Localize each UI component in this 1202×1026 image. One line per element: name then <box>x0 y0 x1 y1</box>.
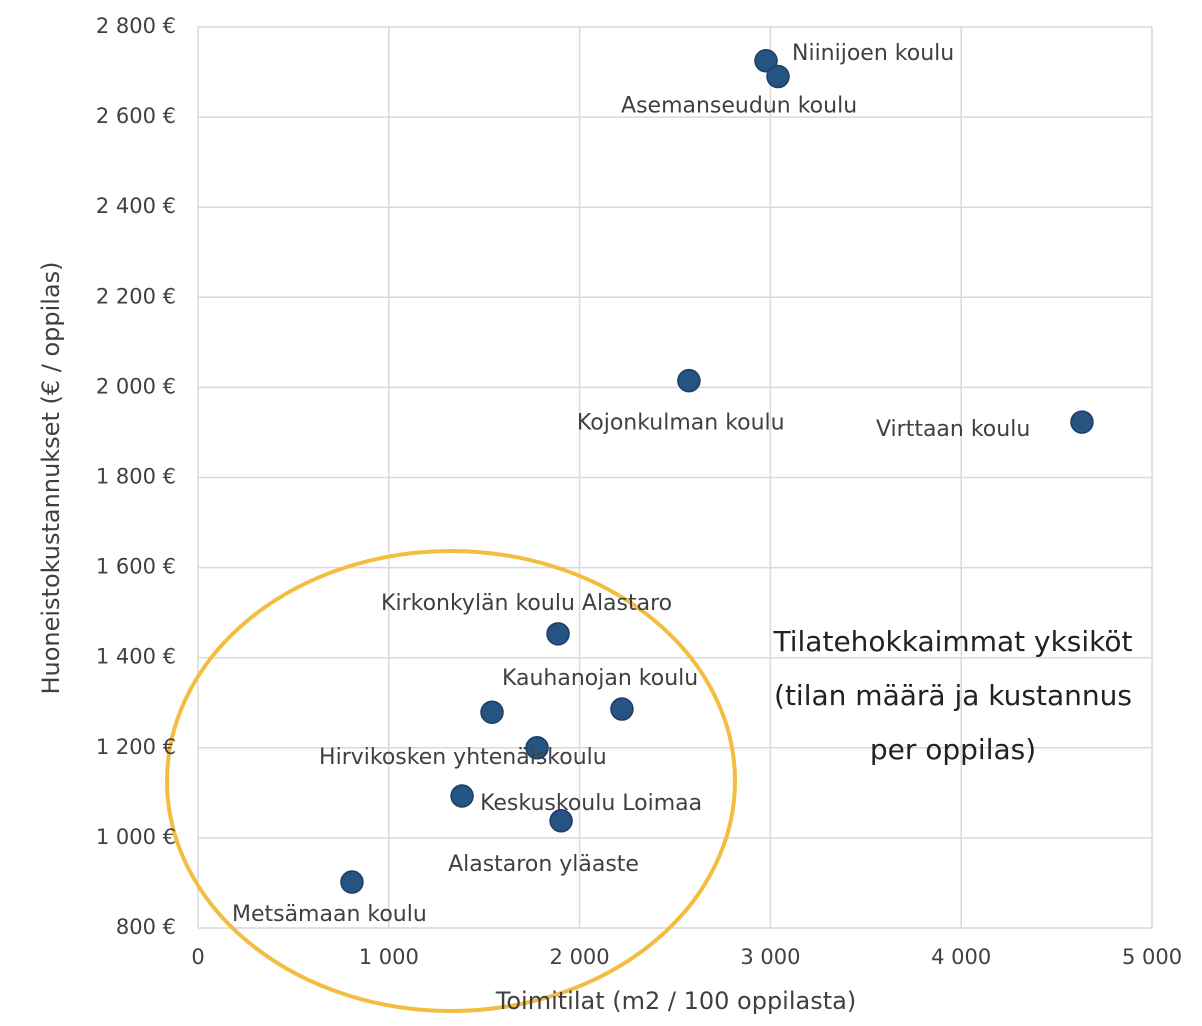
point-label: Metsämaan koulu <box>232 902 427 927</box>
point <box>340 870 364 894</box>
point <box>754 49 778 73</box>
y-axis-title: Huoneistokustannukset (€ / oppilas) <box>37 261 65 694</box>
y-tick-label: 1 400 € <box>96 645 176 669</box>
grid <box>197 26 1153 929</box>
annotation: Tilatehokkaimmat yksiköt <box>773 625 1133 658</box>
y-tick-label: 1 000 € <box>96 825 176 849</box>
x-tick-label: 4 000 <box>931 945 991 969</box>
y-tick-label: 2 800 € <box>96 14 176 38</box>
x-axis-title: Toimitilat (m2 / 100 oppilasta) <box>495 987 856 1015</box>
point-label: Kirkonkylän koulu Alastaro <box>381 591 672 616</box>
highlight-ellipse <box>165 549 737 1013</box>
y-tick-label: 800 € <box>116 915 176 939</box>
x-tick-label: 2 000 <box>550 945 610 969</box>
point-label: Hirvikosken yhtenäiskoulu <box>319 745 607 770</box>
point <box>766 64 790 89</box>
annotation: per oppilas) <box>870 733 1036 766</box>
point <box>1070 410 1094 434</box>
x-tick-label: 0 <box>191 945 204 969</box>
annotation: (tilan määrä ja kustannus <box>774 679 1132 712</box>
y-tick-label: 2 200 € <box>96 284 176 308</box>
point-label: Niinijoen koulu <box>792 41 954 66</box>
x-tick-label: 5 000 <box>1122 945 1182 969</box>
point-label: Kauhanojan koulu <box>502 666 698 691</box>
point <box>480 700 504 724</box>
point <box>677 368 701 393</box>
point-label: Virttaan koulu <box>876 417 1030 442</box>
y-tick-label: 2 000 € <box>96 374 176 398</box>
y-tick-label: 1 200 € <box>96 735 176 759</box>
y-tick-label: 1 600 € <box>96 555 176 579</box>
point <box>549 809 573 833</box>
point <box>610 697 634 721</box>
point-label: Asemanseudun koulu <box>621 94 857 119</box>
y-tick-label: 1 800 € <box>96 465 176 489</box>
y-tick-label: 2 600 € <box>96 104 176 128</box>
x-tick-label: 3 000 <box>740 945 800 969</box>
x-tick-label: 1 000 <box>359 945 419 969</box>
point-label: Alastaron yläaste <box>448 852 639 877</box>
point-label: Keskuskoulu Loimaa <box>480 791 702 816</box>
point <box>525 736 549 760</box>
y-tick-label: 2 400 € <box>96 194 176 218</box>
point <box>450 784 474 808</box>
point-label: Kojonkulman koulu <box>577 411 785 436</box>
point <box>546 622 570 646</box>
